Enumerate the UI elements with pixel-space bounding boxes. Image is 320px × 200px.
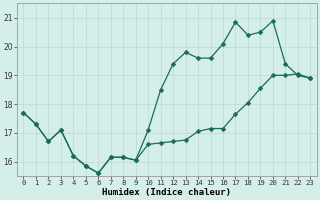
X-axis label: Humidex (Indice chaleur): Humidex (Indice chaleur) [102, 188, 231, 197]
